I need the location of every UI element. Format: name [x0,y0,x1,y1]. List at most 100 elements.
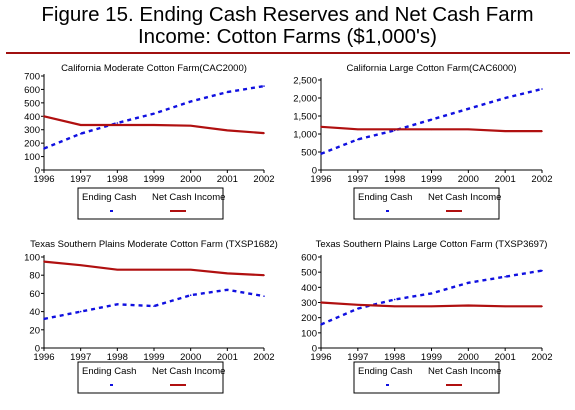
y-tick-label: 600 [301,253,317,264]
y-tick-label: 2,000 [293,94,317,105]
data-point-ending-cash [467,108,470,110]
y-tick-label: 0 [312,344,317,355]
data-point-ending-cash [189,100,192,103]
y-tick-label: 100 [301,328,317,339]
x-tick-label: 1997 [347,352,368,363]
chart-4: Texas Southern Plains Large Cotton Farm … [301,239,553,394]
x-tick-label: 2002 [531,174,552,185]
x-tick-label: 1999 [421,174,442,185]
data-point-net-cash-income [393,128,396,131]
y-tick-label: 100 [24,253,40,264]
chart-title: Texas Southern Plains Moderate Cotton Fa… [30,239,278,250]
legend-label: Ending Cash [358,192,412,203]
data-point-net-cash-income [153,268,155,271]
data-point-ending-cash [393,298,396,301]
data-point-net-cash-income [226,272,229,275]
data-point-ending-cash [357,307,359,310]
data-point-ending-cash [430,118,433,121]
data-point-ending-cash [153,305,155,307]
series-line-net-cash-income [43,260,265,277]
data-point-ending-cash [504,97,506,99]
data-point-ending-cash [430,292,433,295]
x-tick-label: 2001 [495,352,516,363]
x-tick-label: 1998 [107,174,128,185]
y-tick-label: 500 [301,268,317,279]
legend-box [77,361,224,394]
y-tick-label: 600 [24,85,40,96]
data-point-net-cash-income [430,128,433,131]
chart-1: California Moderate Cotton Farm(CAC2000)… [24,63,275,220]
data-point-net-cash-income [79,264,82,266]
figure-title-line2: Income: Cotton Farms ($1,000's) [137,25,437,48]
legend-swatch-ending-cash [386,210,389,212]
data-point-net-cash-income [357,303,359,306]
y-tick-label: 80 [29,271,40,282]
data-point-ending-cash [226,288,229,291]
legend-box [353,361,500,394]
chart-title: California Moderate Cotton Farm(CAC2000) [61,63,247,74]
x-tick-label: 1997 [70,352,91,363]
x-tick-label: 2000 [180,352,201,363]
data-point-net-cash-income [504,130,506,132]
legend-swatch-ending-cash [386,384,389,386]
data-point-ending-cash [467,281,470,284]
y-tick-label: 300 [301,298,317,309]
y-tick-label: 300 [24,125,40,136]
data-point-ending-cash [116,303,119,306]
figure-title: Figure 15. Ending Cash Reserves and Net … [0,4,575,48]
legend-box [353,187,500,220]
data-point-ending-cash [357,138,359,141]
data-point-net-cash-income [467,304,470,307]
x-tick-label: 2001 [217,174,238,185]
y-tick-label: 700 [24,72,40,83]
x-tick-label: 1999 [143,174,164,185]
y-tick-label: 60 [29,289,40,300]
x-tick-label: 1997 [347,174,368,185]
title-divider [6,52,570,54]
x-tick-label: 2002 [253,174,274,185]
x-tick-label: 1996 [310,174,331,185]
legend-label: Net Cash Income [152,192,225,203]
y-tick-label: 20 [29,325,40,336]
y-tick-label: 200 [24,139,40,150]
data-point-net-cash-income [189,268,192,271]
legend: Ending Cash Net Cash Income [77,361,225,394]
x-tick-label: 1997 [70,174,91,185]
x-tick-label: 1998 [384,174,405,185]
legend: Ending Cash Net Cash Income [353,187,501,220]
series-line-ending-cash [43,84,265,150]
data-point-net-cash-income [430,305,433,308]
x-tick-label: 2001 [217,352,238,363]
y-tick-label: 400 [24,112,40,123]
data-point-ending-cash [226,91,229,93]
data-point-ending-cash [79,310,82,313]
y-tick-label: 200 [301,313,317,324]
legend: Ending Cash Net Cash Income [77,187,225,220]
data-point-ending-cash [504,275,506,278]
chart-3: Texas Southern Plains Moderate Cotton Fa… [24,239,278,394]
x-tick-label: 1996 [33,174,54,185]
y-tick-label: 1,500 [293,112,317,123]
legend-swatch-ending-cash [110,210,113,212]
data-point-net-cash-income [263,274,265,277]
data-point-net-cash-income [116,268,119,271]
data-point-ending-cash [541,88,543,90]
x-tick-label: 1998 [384,352,405,363]
chart-title: California Large Cotton Farm(CAC6000) [346,63,516,74]
legend-label: Ending Cash [82,192,136,203]
data-point-net-cash-income [320,301,322,304]
series-line-ending-cash [320,87,543,155]
y-tick-label: 0 [312,166,317,177]
figure-title-line1: Figure 15. Ending Cash Reserves and Net … [41,3,534,26]
legend-label: Net Cash Income [428,366,501,377]
y-tick-label: 100 [24,152,40,163]
x-tick-label: 2002 [531,352,552,363]
y-tick-label: 0 [35,344,40,355]
y-tick-label: 500 [301,148,317,159]
x-tick-label: 2000 [458,174,479,185]
data-point-ending-cash [43,147,45,150]
legend-label: Ending Cash [358,366,412,377]
x-tick-label: 1996 [33,352,54,363]
y-tick-label: 1,000 [293,130,317,141]
